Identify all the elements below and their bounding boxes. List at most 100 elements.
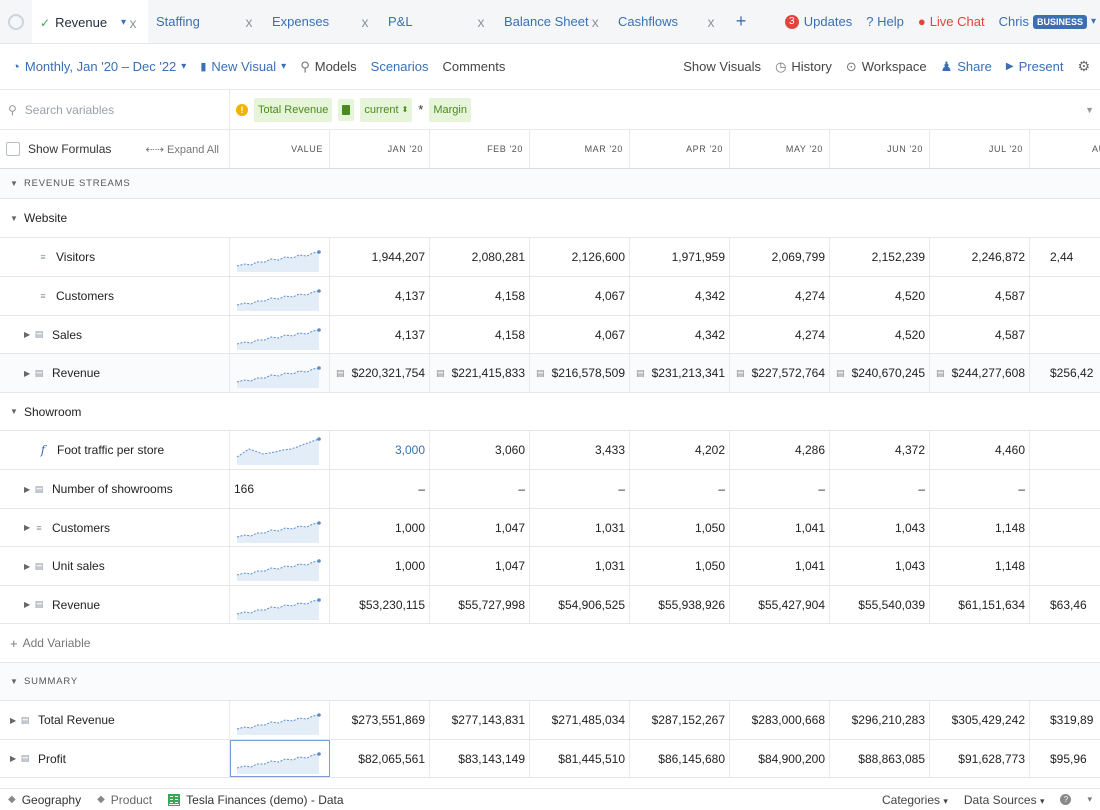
month-column-header[interactable]: AU: [1092, 144, 1100, 154]
sparkline-cell[interactable]: [230, 316, 330, 353]
month-value-cell[interactable]: ▤ $244,277,608: [930, 354, 1030, 392]
month-value-cell[interactable]: $256,42: [1030, 354, 1100, 392]
add-variable-button[interactable]: + Add Variable: [0, 624, 1100, 662]
close-icon[interactable]: x: [361, 13, 369, 30]
month-value-cell[interactable]: $273,551,869: [330, 701, 430, 739]
month-value-cell[interactable]: 1,148: [930, 547, 1030, 585]
table-row[interactable]: ≡ Customers 4,137 4,158 4,067 4,342 4,274 4,520…: [0, 277, 1100, 316]
table-row[interactable]: ≡ Visitors 1,944,207 2,080,281 2,126,600 1,97…: [0, 238, 1100, 277]
month-value-cell[interactable]: $86,145,680: [630, 740, 730, 777]
help-circle-icon[interactable]: ?: [1060, 794, 1072, 805]
month-value-cell[interactable]: $55,938,926: [630, 586, 730, 623]
table-row[interactable]: ▶ ▤ Revenue $53,230,115 $55,727,998 $54,906,5…: [0, 586, 1100, 624]
variable-name-cell[interactable]: ▶ ▤ Profit: [0, 740, 230, 777]
section-header-revenue-streams[interactable]: ▼ REVENUE STREAMS: [0, 169, 1100, 199]
month-value-cell[interactable]: 3,000: [330, 431, 430, 469]
table-row[interactable]: f Foot traffic per store 3,000 3,060 3,433 4,…: [0, 431, 1100, 470]
month-value-cell[interactable]: $53,230,115: [330, 586, 430, 623]
month-value-cell[interactable]: 4,342: [630, 277, 730, 315]
month-value-cell[interactable]: 2,246,872: [930, 238, 1030, 276]
scenarios-button[interactable]: Scenarios: [371, 59, 429, 74]
sparkline-cell[interactable]: [230, 277, 330, 315]
month-value-cell[interactable]: 4,137: [330, 316, 430, 353]
month-value-cell[interactable]: $55,727,998: [430, 586, 530, 623]
month-value-cell[interactable]: 2,152,239: [830, 238, 930, 276]
app-logo[interactable]: [0, 0, 32, 43]
collapse-formula-icon[interactable]: ▼: [1085, 104, 1094, 115]
group-header-showroom[interactable]: ▼ Showroom: [0, 393, 1100, 431]
user-menu[interactable]: Chris BUSINESS ▾: [999, 14, 1096, 29]
month-value-cell[interactable]: $83,143,149: [430, 740, 530, 777]
search-input[interactable]: [24, 102, 205, 117]
month-value-cell[interactable]: $88,863,085: [830, 740, 930, 777]
expand-arrow-icon[interactable]: ▶: [24, 484, 31, 494]
month-value-cell[interactable]: 1,031: [530, 547, 630, 585]
close-icon[interactable]: x: [707, 13, 715, 30]
group-header-website[interactable]: ▼ Website: [0, 199, 1100, 238]
month-value-cell[interactable]: 1,971,959: [630, 238, 730, 276]
month-column-header[interactable]: MAR '20: [530, 130, 630, 168]
variable-name-cell[interactable]: f Foot traffic per store: [0, 431, 230, 469]
month-column-header[interactable]: APR '20: [630, 130, 730, 168]
month-value-cell[interactable]: 1,047: [430, 547, 530, 585]
month-value-cell[interactable]: 4,158: [430, 316, 530, 353]
month-value-cell[interactable]: 2,069,799: [730, 238, 830, 276]
formula-chip-margin[interactable]: Margin: [429, 97, 471, 122]
month-value-cell[interactable]: 4,286: [730, 431, 830, 469]
month-value-cell[interactable]: 3,060: [430, 431, 530, 469]
table-row[interactable]: ▶ ▤ Number of showrooms 166 – – – – – – –: [0, 470, 1100, 509]
month-value-cell[interactable]: 1,000: [330, 509, 430, 546]
sparkline-cell[interactable]: [230, 354, 330, 392]
month-value-cell[interactable]: 4,274: [730, 316, 830, 353]
categories-dropdown[interactable]: Categories ▾: [882, 793, 948, 807]
add-tab-button[interactable]: +: [735, 11, 747, 31]
close-icon[interactable]: x: [129, 14, 137, 31]
month-value-cell[interactable]: $55,427,904: [730, 586, 830, 623]
month-value-cell[interactable]: –: [330, 470, 430, 508]
geography-tab[interactable]: ◆ Geography: [8, 793, 81, 807]
month-value-cell[interactable]: $91,628,773: [930, 740, 1030, 777]
live-chat-button[interactable]: ● Live Chat: [918, 14, 985, 29]
month-value-cell[interactable]: $277,143,831: [430, 701, 530, 739]
month-column-header[interactable]: JUN '20: [830, 130, 930, 168]
month-value-cell[interactable]: –: [530, 470, 630, 508]
month-value-cell[interactable]: 1,050: [630, 509, 730, 546]
month-value-cell[interactable]: 4,587: [930, 277, 1030, 315]
add-variable-row[interactable]: + Add Variable: [0, 624, 1100, 663]
workspace-button[interactable]: ⊙ Workspace: [846, 59, 927, 75]
month-value-cell[interactable]: 1,148: [930, 509, 1030, 546]
variable-name-cell[interactable]: ≡ Visitors: [0, 238, 230, 276]
table-row[interactable]: ▶ ▤ Sales 4,137 4,158 4,067 4,342 4,274 4,520 4,5…: [0, 316, 1100, 354]
month-value-cell[interactable]: 2,080,281: [430, 238, 530, 276]
warning-icon[interactable]: !: [236, 103, 248, 116]
month-value-cell[interactable]: $283,000,668: [730, 701, 830, 739]
tab-revenue[interactable]: ✓ Revenue ▾ x: [32, 0, 148, 43]
share-button[interactable]: ♟ Share: [941, 59, 992, 75]
month-value-cell[interactable]: ▤ $216,578,509: [530, 354, 630, 392]
month-value-cell[interactable]: 4,342: [630, 316, 730, 353]
tab-pnl[interactable]: P&L x: [380, 0, 496, 43]
updates-button[interactable]: 3 Updates: [784, 14, 852, 29]
month-value-cell[interactable]: 4,460: [930, 431, 1030, 469]
table-row[interactable]: ▶ ▤ Total Revenue $273,551,869 $277,143,831 $…: [0, 701, 1100, 740]
month-value-cell[interactable]: 1,047: [430, 509, 530, 546]
month-value-cell[interactable]: 1,000: [330, 547, 430, 585]
month-value-cell[interactable]: [1030, 316, 1100, 353]
month-value-cell[interactable]: $319,89: [1030, 701, 1100, 739]
month-value-cell[interactable]: $61,151,634: [930, 586, 1030, 623]
month-value-cell[interactable]: 1,050: [630, 547, 730, 585]
month-value-cell[interactable]: 1,031: [530, 509, 630, 546]
month-value-cell[interactable]: 4,520: [830, 277, 930, 315]
month-value-cell[interactable]: 4,587: [930, 316, 1030, 353]
chevron-down-icon[interactable]: ▾: [1087, 794, 1092, 804]
new-visual-button[interactable]: ▮ New Visual ▾: [200, 59, 286, 74]
data-source-tab[interactable]: Tesla Finances (demo) - Data: [168, 793, 344, 807]
variable-name-cell[interactable]: ▶ ▤ Total Revenue: [0, 701, 230, 739]
variable-name-cell[interactable]: ▶ ▤ Unit sales: [0, 547, 230, 585]
tab-staffing[interactable]: Staffing x: [148, 0, 264, 43]
month-value-cell[interactable]: 1,944,207: [330, 238, 430, 276]
sparkline-cell[interactable]: [230, 547, 330, 585]
month-value-cell[interactable]: 1,041: [730, 509, 830, 546]
sparkline-cell[interactable]: [230, 509, 330, 546]
month-value-cell[interactable]: –: [730, 470, 830, 508]
